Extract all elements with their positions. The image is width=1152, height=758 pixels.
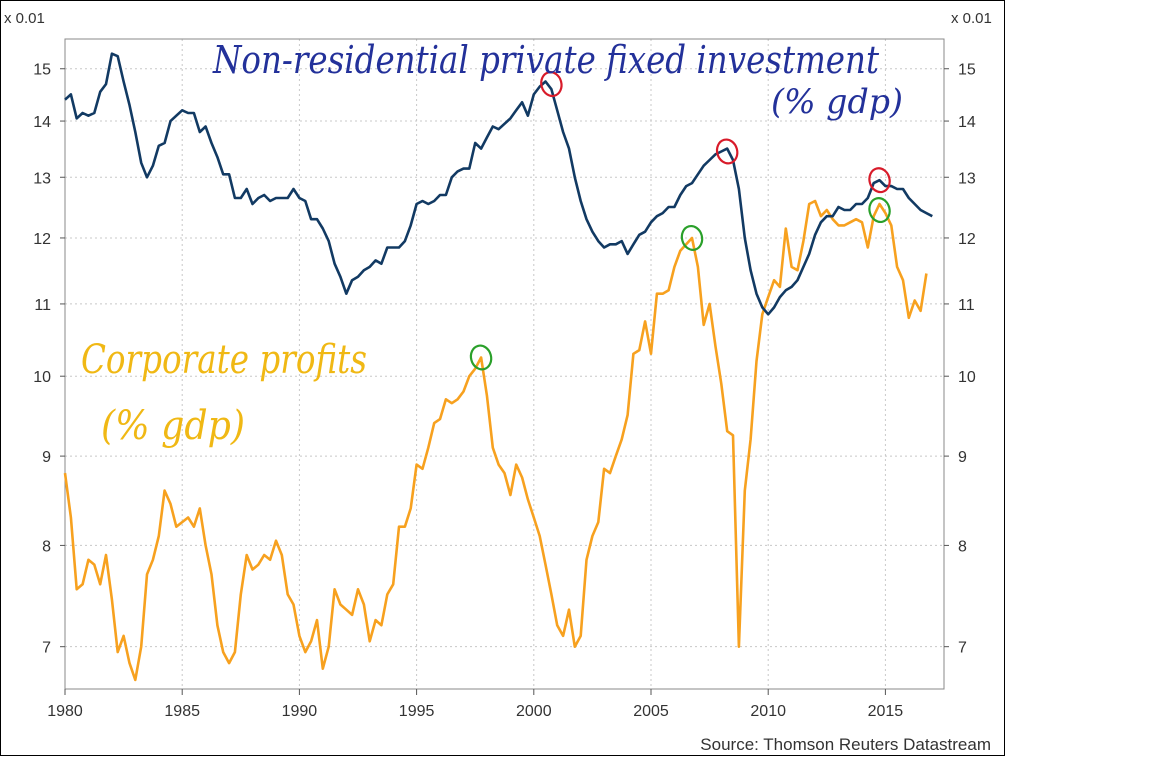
x-tick-label: 2015 [868, 703, 904, 720]
y-tick-label-left: 15 [33, 62, 51, 79]
profits-peak-circle [680, 224, 704, 251]
source-label: Source: Thomson Reuters Datastream [700, 735, 991, 754]
investment-line [64, 52, 933, 316]
x-tick-label: 2010 [750, 703, 786, 720]
investment-peak-circle [868, 167, 891, 194]
chart-canvas: 1980 1985 1990 1995 2000 2005 2010 2015 7 7 8 8 9 9 10… [4, 10, 992, 754]
y-tick-label-right: 9 [958, 449, 967, 466]
tick-labels: 1980 1985 1990 1995 2000 2005 2010 2015 7 7 8 8 9 9 10… [33, 62, 976, 720]
y-tick-label-left: 9 [42, 449, 51, 466]
investment-annotation: Non-residential private fixed investment [212, 38, 879, 82]
x-tick-label: 1990 [282, 703, 318, 720]
x-tick-label: 1985 [164, 703, 200, 720]
y-tick-label-right: 15 [958, 62, 976, 79]
left-unit-label: x 0.01 [4, 10, 45, 27]
y-tick-label-right: 8 [958, 538, 967, 555]
y-tick-label-left: 13 [33, 170, 51, 187]
annotation-circles [469, 71, 891, 371]
investment-peak-circle [715, 138, 739, 165]
grid [65, 39, 944, 689]
y-tick-label-left: 14 [33, 114, 51, 131]
profits-peak-circle [469, 344, 493, 371]
y-tick-label-left: 11 [34, 297, 51, 314]
profits-line [63, 199, 928, 682]
profits-peak-circle [868, 197, 891, 224]
y-tick-label-right: 14 [958, 114, 976, 131]
y-tick-label-left: 10 [33, 369, 51, 386]
profits-annotation: Corporate profits [81, 337, 367, 383]
x-tick-label: 2005 [633, 703, 669, 720]
investment-unit-annotation: (% gdp) [771, 82, 903, 122]
x-tick-label: 1995 [399, 703, 435, 720]
x-tick-label: 2000 [516, 703, 552, 720]
y-tick-label-left: 8 [42, 538, 51, 555]
chart-frame: 1980 1985 1990 1995 2000 2005 2010 2015 7 7 8 8 9 9 10… [0, 0, 1005, 756]
y-tick-label-right: 13 [958, 170, 976, 187]
profits-unit-annotation: (% gdp) [101, 403, 245, 449]
right-unit-label: x 0.01 [951, 10, 992, 27]
series-layer [63, 52, 933, 682]
x-tick-label: 1980 [47, 703, 83, 720]
y-tick-label-left: 12 [33, 231, 51, 248]
y-tick-label-right: 12 [958, 231, 976, 248]
plot-border [64, 38, 945, 690]
investment-peak-circle [540, 71, 563, 98]
y-tick-label-right: 11 [958, 297, 975, 314]
y-tick-label-right: 10 [958, 369, 976, 386]
y-tick-label-left: 7 [42, 640, 51, 657]
y-tick-label-right: 7 [958, 640, 967, 657]
